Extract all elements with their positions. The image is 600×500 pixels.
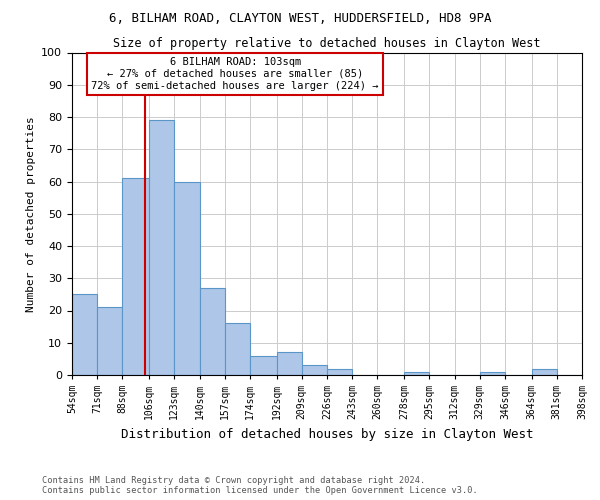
Title: Size of property relative to detached houses in Clayton West: Size of property relative to detached ho…: [113, 37, 541, 50]
Bar: [277, 352, 302, 375]
Bar: [122, 178, 149, 375]
Bar: [72, 294, 97, 375]
Bar: [480, 372, 505, 375]
Bar: [532, 368, 557, 375]
X-axis label: Distribution of detached houses by size in Clayton West: Distribution of detached houses by size …: [121, 428, 533, 440]
Bar: [174, 182, 199, 375]
Text: 6, BILHAM ROAD, CLAYTON WEST, HUDDERSFIELD, HD8 9PA: 6, BILHAM ROAD, CLAYTON WEST, HUDDERSFIE…: [109, 12, 491, 26]
Text: 6 BILHAM ROAD: 103sqm
← 27% of detached houses are smaller (85)
72% of semi-deta: 6 BILHAM ROAD: 103sqm ← 27% of detached …: [91, 58, 379, 90]
Bar: [199, 288, 225, 375]
Bar: [149, 120, 174, 375]
Text: Contains HM Land Registry data © Crown copyright and database right 2024.
Contai: Contains HM Land Registry data © Crown c…: [42, 476, 478, 495]
Bar: [404, 372, 429, 375]
Bar: [97, 308, 122, 375]
Y-axis label: Number of detached properties: Number of detached properties: [26, 116, 36, 312]
Bar: [327, 368, 352, 375]
Bar: [250, 356, 277, 375]
Bar: [225, 324, 250, 375]
Bar: [302, 366, 327, 375]
